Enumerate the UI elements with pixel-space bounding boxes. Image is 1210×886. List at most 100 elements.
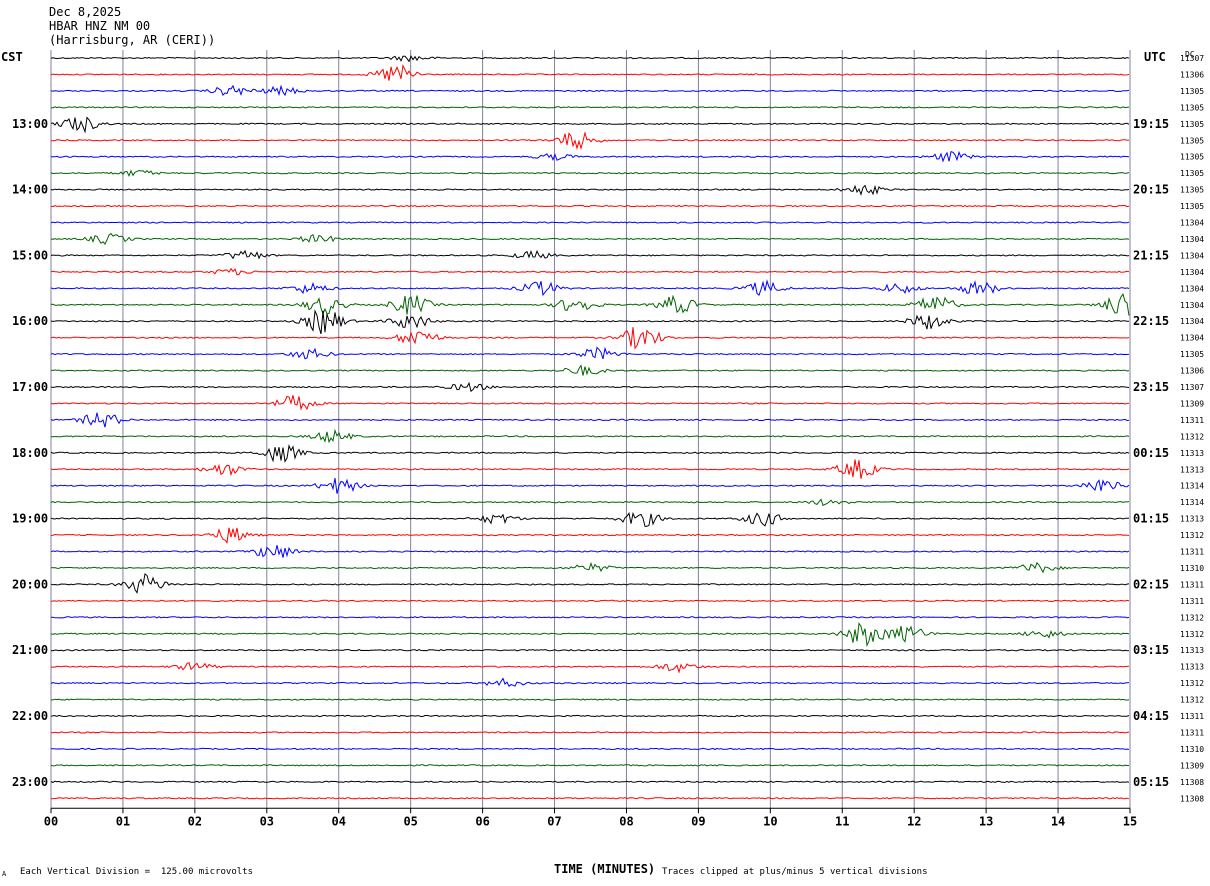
x-tick-label: 14 <box>1051 814 1065 828</box>
x-tick-label: 12 <box>907 814 921 828</box>
dc-offset-labels: 11307 11306 11305 11305 11305 11305 11305 11305… <box>1180 54 1204 803</box>
dc-offset-label: 11312 <box>1180 531 1204 540</box>
trace-row <box>50 327 1130 350</box>
dc-offset-label: 11312 <box>1180 630 1204 639</box>
dc-offset-label: 11304 <box>1180 317 1204 326</box>
right-hour-label: 23:15 <box>1133 380 1169 394</box>
right-hour-label: 20:15 <box>1133 183 1169 197</box>
trace-row <box>50 698 1130 701</box>
trace-row <box>50 63 1130 81</box>
dc-offset-label: 11310 <box>1180 745 1204 754</box>
trace-row <box>50 232 1130 246</box>
left-hour-label: 15:00 <box>12 248 48 262</box>
left-hour-label: 22:00 <box>12 709 48 723</box>
vertical-grid <box>50 50 1131 809</box>
scale-note: Each Vertical Division = 125.00 microvol… <box>20 867 253 877</box>
x-tick-label: 00 <box>44 814 58 828</box>
dc-offset-label: 11304 <box>1180 284 1204 293</box>
dc-offset-label: 11311 <box>1180 580 1204 589</box>
right-hour-label: 21:15 <box>1133 248 1169 262</box>
trace-row <box>50 561 1130 574</box>
dc-offset-label: 11306 <box>1180 70 1204 79</box>
x-tick-label: 05 <box>403 814 417 828</box>
trace-row <box>50 459 1130 479</box>
trace-row <box>50 714 1130 718</box>
dc-offset-label: 11305 <box>1180 202 1204 211</box>
right-hour-label: 22:15 <box>1133 314 1169 328</box>
trace-row <box>50 55 1130 63</box>
dc-offset-label: 11306 <box>1180 367 1204 376</box>
right-hour-label: 05:15 <box>1133 775 1169 789</box>
cst-label: CST <box>1 50 23 64</box>
trace-row <box>50 221 1130 224</box>
left-hour-label: 17:00 <box>12 380 48 394</box>
dc-offset-label: 11310 <box>1180 564 1204 573</box>
x-tick-label: 02 <box>188 814 202 828</box>
dc-offset-label: 11309 <box>1180 399 1204 408</box>
trace-row <box>50 621 1130 648</box>
corner-mark: A <box>2 870 7 878</box>
trace-row <box>50 381 1130 393</box>
trace-row <box>50 184 1130 196</box>
dc-offset-label: 11304 <box>1180 268 1204 277</box>
x-tick-label: 11 <box>835 814 849 828</box>
trace-row <box>50 412 1130 428</box>
x-tick-label: 07 <box>547 814 561 828</box>
right-hour-label: 02:15 <box>1133 577 1169 591</box>
trace-row <box>50 169 1130 178</box>
dc-offset-label: 11305 <box>1180 120 1204 129</box>
x-tick-label: 09 <box>691 814 705 828</box>
trace-row <box>50 204 1130 208</box>
trace-row <box>50 511 1130 527</box>
right-hour-label: 03:15 <box>1133 643 1169 657</box>
trace-row <box>50 364 1130 376</box>
dc-offset-label: 11313 <box>1180 646 1204 655</box>
dc-offset-label: 11305 <box>1180 153 1204 162</box>
x-tick-label: 01 <box>116 814 130 828</box>
trace-row <box>50 106 1130 109</box>
trace-row <box>50 346 1130 360</box>
left-hour-label: 23:00 <box>12 775 48 789</box>
trace-row <box>50 395 1130 411</box>
header-station: HBAR HNZ NM 00 <box>49 19 151 33</box>
x-tick-label: 15 <box>1123 814 1137 828</box>
dc-offset-label: 11305 <box>1180 186 1204 195</box>
left-hour-label: 18:00 <box>12 446 48 460</box>
trace-row <box>50 267 1130 276</box>
x-tick-label: 10 <box>763 814 777 828</box>
dc-header: DC <box>1185 50 1195 59</box>
trace-row <box>50 731 1130 734</box>
dc-offset-label: 11313 <box>1180 515 1204 524</box>
left-hour-label: 20:00 <box>12 577 48 591</box>
trace-row <box>50 662 1130 674</box>
left-hour-label: 21:00 <box>12 643 48 657</box>
trace-row <box>50 616 1130 619</box>
dc-offset-label: 11305 <box>1180 103 1204 112</box>
trace-row <box>50 545 1130 558</box>
x-axis: 00 01 02 03 04 05 06 07 08 09 10 11 12 13 14 15 <box>44 807 1137 828</box>
left-hour-label: 13:00 <box>12 117 48 131</box>
hour-labels: 13:00 14:00 15:00 16:00 17:00 18:00 19:00 20:00… <box>12 117 1169 789</box>
trace-row <box>50 292 1130 316</box>
trace-row <box>50 249 1130 260</box>
trace-row <box>50 498 1130 506</box>
dc-offset-label: 11312 <box>1180 613 1204 622</box>
trace-row <box>50 649 1130 652</box>
dc-offset-label: 11311 <box>1180 712 1204 721</box>
dc-offset-label: 11312 <box>1180 432 1204 441</box>
dc-offset-label: 11311 <box>1180 548 1204 557</box>
trace-row <box>50 677 1130 687</box>
header-date: Dec 8,2025 <box>49 5 122 19</box>
dc-offset-label: 11311 <box>1180 597 1204 606</box>
dc-offset-label: 11314 <box>1180 498 1204 507</box>
trace-row <box>50 797 1130 800</box>
trace-row <box>50 84 1130 97</box>
dc-offset-label: 11312 <box>1180 679 1204 688</box>
trace-row <box>50 309 1130 335</box>
dc-offset-label: 11304 <box>1180 334 1204 343</box>
x-tick-label: 13 <box>979 814 993 828</box>
dc-offset-label: 11305 <box>1180 87 1204 96</box>
trace-row <box>50 444 1130 463</box>
right-hour-label: 19:15 <box>1133 117 1169 131</box>
trace-row <box>50 428 1130 444</box>
